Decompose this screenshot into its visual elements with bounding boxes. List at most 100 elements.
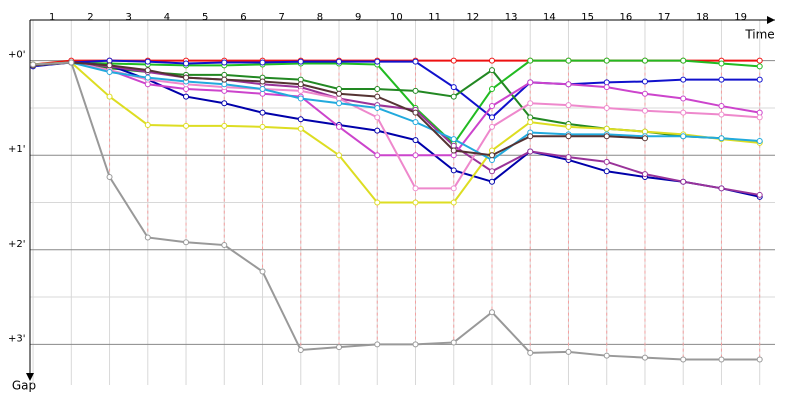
data-point	[488, 86, 495, 93]
data-point	[565, 57, 572, 64]
data-point	[259, 59, 266, 66]
data-point	[756, 76, 763, 83]
data-point	[259, 109, 266, 116]
x-tick-label: 8	[317, 12, 323, 23]
data-point	[718, 185, 725, 192]
data-point	[641, 354, 648, 361]
data-point	[374, 199, 381, 206]
data-point	[297, 125, 304, 132]
data-point	[144, 67, 151, 74]
y-axis-label: Gap	[12, 379, 36, 393]
data-point	[756, 57, 763, 64]
data-point	[374, 93, 381, 100]
data-point	[565, 154, 572, 161]
x-tick-label: 19	[734, 12, 747, 23]
data-point	[641, 78, 648, 85]
data-point	[680, 57, 687, 64]
data-point	[603, 133, 610, 140]
data-point	[756, 138, 763, 145]
x-tick-label: 1	[49, 12, 55, 23]
data-point	[144, 74, 151, 81]
data-point	[144, 58, 151, 65]
data-point	[297, 58, 304, 65]
data-point	[297, 81, 304, 88]
data-point	[412, 58, 419, 65]
x-tick-label: 15	[581, 12, 594, 23]
series-line	[32, 61, 760, 190]
data-point	[718, 356, 725, 363]
data-point	[565, 133, 572, 140]
x-tick-label: 9	[355, 12, 361, 23]
y-tick-label: +0'	[8, 50, 26, 61]
data-point	[106, 173, 113, 180]
y-tick-label: +3'	[8, 333, 26, 344]
data-point	[336, 100, 343, 107]
data-point	[718, 103, 725, 110]
data-point	[565, 81, 572, 88]
data-point	[336, 344, 343, 351]
data-point	[641, 90, 648, 97]
data-point	[756, 63, 763, 70]
data-point	[412, 119, 419, 126]
data-point	[718, 76, 725, 83]
data-point	[259, 268, 266, 275]
data-point	[221, 122, 228, 129]
data-point	[718, 60, 725, 67]
data-point	[641, 57, 648, 64]
data-point	[30, 61, 37, 68]
data-point	[259, 123, 266, 130]
data-point	[565, 102, 572, 109]
data-point	[488, 67, 495, 74]
data-point	[603, 352, 610, 359]
data-point	[756, 356, 763, 363]
data-point	[680, 133, 687, 140]
data-point	[680, 356, 687, 363]
data-point	[144, 121, 151, 128]
data-point	[450, 136, 457, 143]
data-point	[450, 185, 457, 192]
data-point	[259, 86, 266, 93]
series-line	[32, 61, 760, 196]
data-point	[450, 199, 457, 206]
x-tick-label: 7	[278, 12, 284, 23]
data-point	[527, 148, 534, 155]
series-line	[33, 61, 760, 361]
data-point	[603, 57, 610, 64]
data-point	[297, 116, 304, 123]
x-tick-label: 18	[696, 12, 709, 23]
data-point	[183, 122, 190, 129]
data-point	[374, 341, 381, 348]
data-point	[336, 152, 343, 159]
data-point	[297, 347, 304, 354]
data-point	[221, 242, 228, 249]
data-point	[680, 109, 687, 116]
series-line	[32, 61, 760, 162]
series-line	[32, 61, 760, 143]
data-point	[488, 309, 495, 316]
data-point	[488, 178, 495, 185]
data-point	[412, 341, 419, 348]
x-tick-label: 2	[87, 12, 93, 23]
data-point	[221, 76, 228, 83]
x-tick-label: 16	[619, 12, 632, 23]
data-point	[565, 348, 572, 355]
x-tick-label: 11	[428, 12, 441, 23]
x-tick-label: 5	[202, 12, 208, 23]
series-line	[32, 59, 760, 119]
data-point	[527, 349, 534, 356]
y-tick-label: +2'	[8, 239, 26, 250]
data-point	[374, 152, 381, 159]
data-point	[718, 135, 725, 142]
series-line	[33, 59, 760, 146]
data-point	[488, 57, 495, 64]
data-point	[221, 59, 228, 66]
series-line	[32, 61, 760, 198]
data-point	[450, 339, 457, 346]
data-point	[183, 93, 190, 100]
data-point	[412, 87, 419, 94]
data-point	[488, 152, 495, 159]
data-point	[297, 87, 304, 94]
data-point	[412, 152, 419, 159]
data-point	[527, 100, 534, 107]
data-point	[68, 59, 75, 66]
